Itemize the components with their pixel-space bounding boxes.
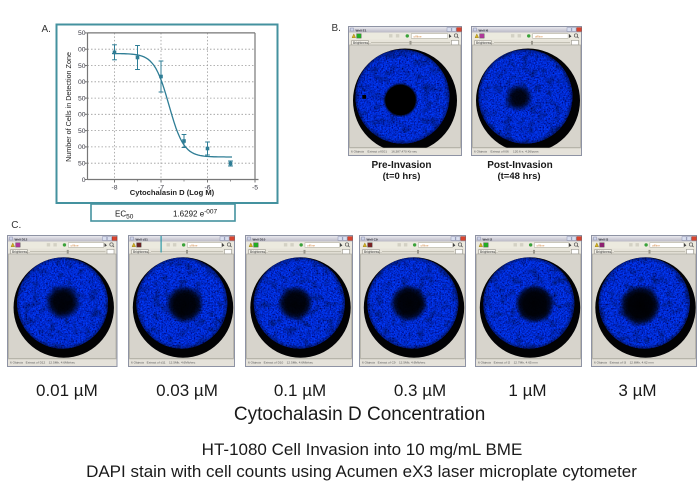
svg-text:Brightness...: Brightness... [596, 250, 614, 254]
svg-text:Well I2: Well I2 [482, 237, 492, 241]
svg-text:offline: offline [71, 243, 79, 247]
svg-text:00: 00 [78, 79, 86, 86]
svg-text:Brightness...: Brightness... [250, 250, 268, 254]
svg-text:Well E1: Well E1 [356, 28, 367, 32]
svg-text:6 Objects Extract of I3 1: 6 Objects Extract of I3 12.8Mb, 4.62 mm [594, 361, 654, 365]
svg-text:-7: -7 [158, 185, 164, 192]
svg-text:Cytochalasin D (Log M): Cytochalasin D (Log M) [130, 188, 215, 197]
svg-text:6 Objects Extract of d11: 6 Objects Extract of d11 12.5Mb, 4.6Mb/s… [131, 361, 196, 365]
svg-text:offline: offline [414, 34, 422, 38]
svg-text:offline: offline [307, 243, 315, 247]
svg-text:offline: offline [651, 243, 659, 247]
svg-text:Well C9: Well C9 [367, 237, 378, 241]
svg-text:6 Objects Extract of I06: 6 Objects Extract of I06 120.6 e, 4.36/p… [474, 149, 539, 153]
svg-text:Brightness...: Brightness... [133, 250, 151, 254]
svg-text:-5: -5 [252, 185, 258, 192]
svg-text:offline: offline [536, 243, 544, 247]
svg-text:offline: offline [421, 243, 429, 247]
svg-text:50: 50 [78, 30, 86, 37]
svg-text:-6: -6 [204, 185, 210, 192]
svg-text:00: 00 [78, 47, 86, 54]
svg-text:Brightness...: Brightness... [364, 250, 382, 254]
svg-text:Brightness...: Brightness... [353, 40, 371, 44]
svg-text:50: 50 [78, 95, 86, 102]
svg-text:Brightness...: Brightness... [476, 40, 494, 44]
svg-text:50: 50 [78, 128, 86, 135]
svg-text:6 Objects Extract of D12: 6 Objects Extract of D12 12.5Mb, 4.6Mb/s… [10, 361, 75, 365]
svg-text:Brightness...: Brightness... [12, 250, 30, 254]
svg-text:-8: -8 [111, 185, 117, 192]
svg-text:Brightness...: Brightness... [480, 250, 498, 254]
svg-text:Well d11: Well d11 [135, 237, 148, 241]
svg-text:Number of Cells in Detection Z: Number of Cells in Detection Zone [64, 52, 73, 162]
svg-text:Well I6: Well I6 [478, 28, 488, 32]
svg-text:00: 00 [78, 144, 86, 151]
svg-text:6 Objects Extract of E01: 6 Objects Extract of E01 16,387,470 Kb s… [351, 149, 417, 153]
svg-text:0: 0 [82, 177, 86, 184]
svg-text:50: 50 [78, 161, 86, 168]
svg-text:EC50: EC50 [115, 210, 134, 221]
svg-text:6 Objects Extract of D10: 6 Objects Extract of D10 12.5Mb, 4.6Mb/s… [248, 361, 313, 365]
svg-text:6 Objects Extract of I2 1: 6 Objects Extract of I2 12.7Mb, 4.65 mm [478, 361, 538, 365]
svg-text:00: 00 [78, 112, 86, 119]
svg-text:Well I3: Well I3 [598, 237, 608, 241]
svg-text:50: 50 [78, 63, 86, 70]
svg-text:6 Objects Extract of C9 1: 6 Objects Extract of C9 12.5Mb, 4.6Mb/se… [362, 361, 426, 365]
svg-text:offline: offline [534, 34, 542, 38]
svg-text:Well D12: Well D12 [15, 237, 28, 241]
svg-text:1.6292 e-007: 1.6292 e-007 [173, 209, 218, 219]
svg-text:Well D10: Well D10 [253, 237, 266, 241]
svg-text:offline: offline [189, 243, 197, 247]
